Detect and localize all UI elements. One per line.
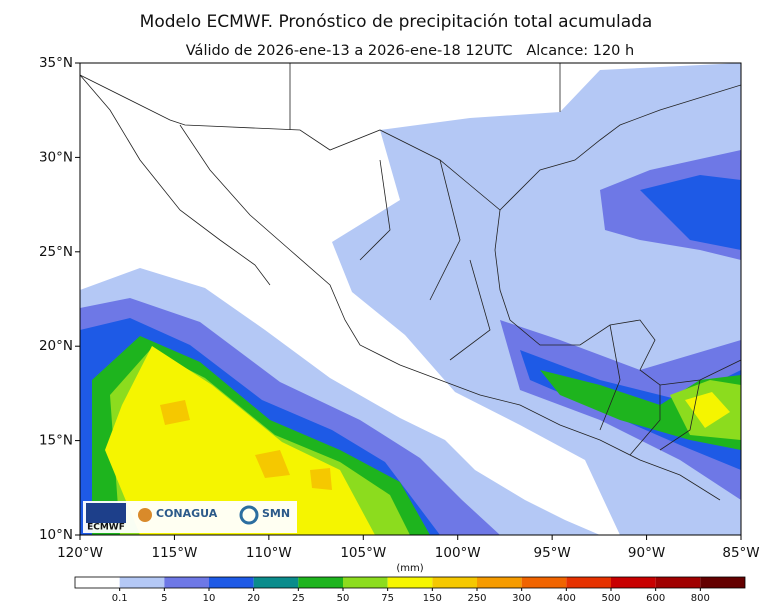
colorbar-segment — [477, 577, 522, 588]
title: Modelo ECMWF. Pronóstico de precipitació… — [140, 12, 653, 32]
colorbar-segment — [253, 577, 299, 588]
lat-label: 15°N — [39, 433, 73, 449]
logo-conagua: CONAGUA — [156, 507, 218, 520]
lat-label: 35°N — [39, 55, 73, 71]
colorbar-frame — [74, 576, 746, 589]
logo-smn: SMN — [262, 507, 290, 520]
colorbar-segment — [566, 577, 611, 588]
colorbar-label: 10 — [203, 593, 216, 604]
colorbar-segment — [164, 577, 209, 588]
lat-label: 10°N — [39, 527, 73, 543]
lat-label: 25°N — [39, 244, 73, 260]
colorbar-label: 50 — [337, 593, 350, 604]
colorbar-label: 800 — [691, 593, 710, 604]
colorbar-segment — [119, 577, 165, 588]
colorbar-segment — [75, 577, 120, 588]
colorbar-segment — [343, 577, 388, 588]
colorbar-label: 250 — [467, 593, 486, 604]
lon-label: 120°W — [57, 545, 103, 561]
logos: ECMWF CONAGUA SMN — [83, 501, 297, 533]
colorbar-unit: (mm) — [396, 563, 423, 574]
colorbar-segment — [611, 577, 656, 588]
colorbar-segment — [655, 577, 701, 588]
colorbar-segment — [521, 577, 567, 588]
colorbar-label: 500 — [601, 593, 620, 604]
colorbar-label: 300 — [512, 593, 531, 604]
colorbar-label: 75 — [381, 593, 394, 604]
colorbar-segment — [432, 577, 477, 588]
map-frame — [79, 62, 742, 536]
colorbar-label: 0.1 — [112, 593, 128, 604]
colorbar-segment — [387, 577, 433, 588]
lat-label: 20°N — [39, 338, 73, 354]
lon-label: 110°W — [246, 545, 292, 561]
lon-label: 100°W — [435, 545, 481, 561]
logo-ecmwf: ECMWF — [87, 523, 125, 533]
colorbar-label: 20 — [247, 593, 260, 604]
colorbar-segment — [700, 577, 745, 588]
subtitle: Válido de 2026-ene-13 a 2026-ene-18 12UT… — [186, 43, 634, 59]
colorbar-segment — [209, 577, 254, 588]
colorbar-label: 5 — [161, 593, 167, 604]
lon-label: 95°W — [534, 545, 571, 561]
colorbar-label: 400 — [557, 593, 576, 604]
lon-label: 115°W — [151, 545, 197, 561]
lon-label: 85°W — [722, 545, 759, 561]
colorbar-segment — [298, 577, 343, 588]
lon-label: 105°W — [340, 545, 386, 561]
colorbar-label: 25 — [292, 593, 305, 604]
colorbar-label: 600 — [646, 593, 665, 604]
lon-label: 90°W — [628, 545, 665, 561]
lat-label: 30°N — [39, 149, 73, 165]
map — [80, 63, 741, 535]
colorbar-label: 150 — [423, 593, 442, 604]
